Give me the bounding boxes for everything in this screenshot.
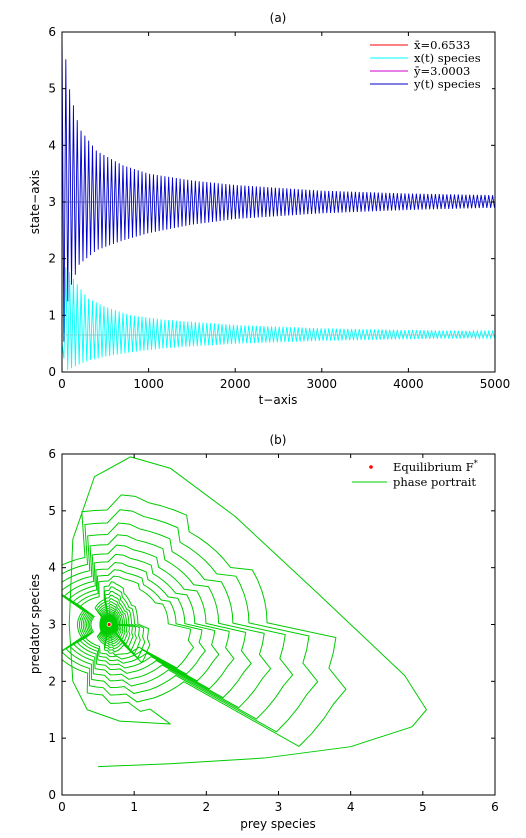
legend-label-y: y(t) species bbox=[413, 77, 481, 91]
y-tick-label: 1 bbox=[48, 731, 56, 745]
y-tick-label: 4 bbox=[48, 138, 56, 152]
x-tick-label: 3000 bbox=[307, 377, 338, 391]
legend-label-xbar: x̄=0.6533 bbox=[414, 38, 470, 52]
y-tick-label: 3 bbox=[48, 618, 56, 632]
panel-b-ylabel: predator species bbox=[28, 574, 42, 674]
legend-label-equilibrium-main: Equilibrium F bbox=[393, 460, 474, 474]
panel-a-xlabel: t−axis bbox=[259, 393, 298, 407]
panel-b: (b) 0 1 2 3 4 5 6 0 1 2 3 4 5 6 prey species predator… bbox=[28, 433, 499, 831]
x-tick-label: 0 bbox=[58, 377, 66, 391]
panel-b-xlabel: prey species bbox=[240, 817, 315, 831]
x-tick-label: 5000 bbox=[480, 377, 511, 391]
legend-label-x: x(t) species bbox=[414, 51, 481, 65]
x-tick-label: 2000 bbox=[220, 377, 251, 391]
series-x-species bbox=[62, 267, 495, 371]
y-tick-label: 0 bbox=[48, 365, 56, 379]
x-tick-label: 4000 bbox=[393, 377, 424, 391]
y-tick-label: 6 bbox=[48, 447, 56, 461]
y-tick-label: 2 bbox=[48, 252, 56, 266]
y-tick-label: 6 bbox=[48, 25, 56, 39]
equilibrium-point bbox=[107, 622, 111, 627]
panel-a-ylabel: state−axis bbox=[28, 170, 42, 235]
y-tick-label: 1 bbox=[48, 308, 56, 322]
y-tick-label: 0 bbox=[48, 788, 56, 802]
x-tick-label: 4 bbox=[347, 800, 355, 814]
panel-b-series-layer bbox=[62, 456, 427, 768]
y-tick-label: 3 bbox=[48, 195, 56, 209]
y-tick-label: 5 bbox=[48, 504, 56, 518]
y-tick-label: 2 bbox=[48, 674, 56, 688]
x-tick-label: 3 bbox=[275, 800, 283, 814]
panel-b-plot-area bbox=[62, 454, 495, 795]
panel-b-title: (b) bbox=[270, 433, 287, 447]
panel-a-title: (a) bbox=[270, 11, 287, 25]
x-tick-label: 1000 bbox=[133, 377, 164, 391]
y-tick-label: 4 bbox=[48, 561, 56, 575]
legend-marker-equilibrium bbox=[369, 465, 373, 469]
panel-a-series-layer bbox=[62, 32, 495, 371]
panel-b-ticks: 0 1 2 3 4 5 6 0 1 2 3 4 5 6 bbox=[48, 447, 498, 814]
legend-label-phase: phase portrait bbox=[393, 475, 476, 489]
legend-label-ybar: ȳ=3.0003 bbox=[413, 64, 470, 78]
legend-label-equilibrium-sup: * bbox=[474, 459, 478, 468]
x-tick-label: 6 bbox=[491, 800, 499, 814]
x-tick-label: 5 bbox=[419, 800, 427, 814]
x-tick-label: 0 bbox=[58, 800, 66, 814]
x-tick-label: 2 bbox=[203, 800, 211, 814]
legend-label-equilibrium: Equilibrium F* bbox=[393, 459, 478, 474]
y-tick-label: 5 bbox=[48, 82, 56, 96]
panel-a-ticks: 0 1000 2000 3000 4000 5000 0 1 2 3 4 5 6 bbox=[48, 25, 510, 391]
panel-a-legend: x̄=0.6533 x(t) species ȳ=3.0003 y(t) sp… bbox=[362, 36, 492, 93]
panel-b-legend: Equilibrium F* phase portrait bbox=[345, 458, 491, 492]
panel-b-legend-box bbox=[345, 458, 491, 492]
x-tick-label: 1 bbox=[130, 800, 138, 814]
